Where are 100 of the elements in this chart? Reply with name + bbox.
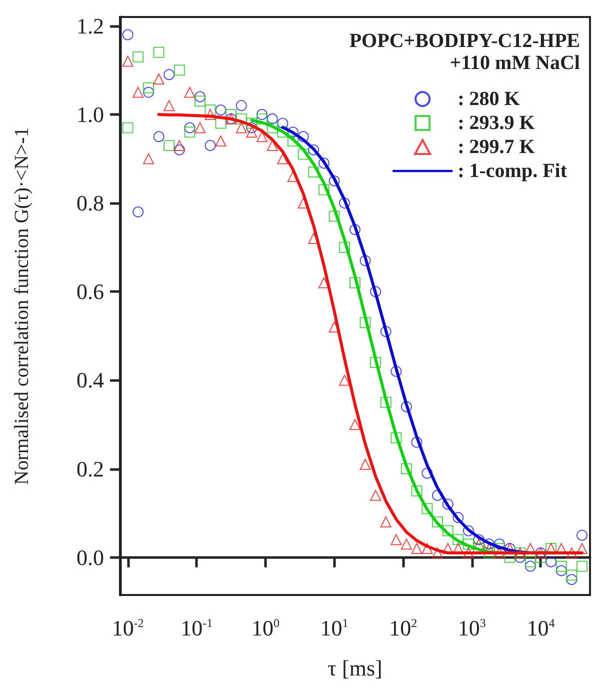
point bbox=[524, 556, 536, 568]
point bbox=[432, 547, 443, 558]
point bbox=[256, 113, 268, 124]
y-tick-label: 0.2 bbox=[76, 456, 104, 482]
point bbox=[174, 64, 185, 76]
point bbox=[400, 463, 412, 474]
point bbox=[246, 126, 258, 138]
point bbox=[318, 158, 330, 169]
point bbox=[174, 144, 185, 156]
point bbox=[287, 126, 298, 138]
y-tick-label: 0.6 bbox=[76, 279, 104, 304]
point bbox=[236, 113, 247, 124]
point bbox=[380, 326, 392, 337]
point bbox=[360, 458, 371, 470]
point bbox=[339, 198, 350, 209]
point bbox=[132, 51, 144, 62]
point bbox=[122, 29, 134, 40]
point bbox=[298, 131, 309, 142]
point bbox=[380, 516, 392, 528]
x-axis-title: τ [ms] bbox=[328, 656, 382, 680]
point bbox=[422, 503, 433, 514]
point bbox=[164, 140, 175, 151]
point bbox=[204, 104, 216, 116]
point bbox=[215, 104, 226, 116]
point bbox=[360, 317, 371, 328]
point bbox=[164, 100, 175, 112]
point bbox=[390, 432, 402, 444]
point bbox=[184, 126, 196, 138]
point bbox=[452, 534, 464, 546]
point bbox=[164, 69, 175, 80]
point bbox=[370, 286, 382, 298]
point bbox=[411, 485, 422, 496]
point bbox=[298, 148, 309, 160]
point bbox=[432, 516, 443, 528]
point bbox=[318, 184, 330, 196]
point bbox=[339, 374, 350, 386]
point bbox=[266, 140, 278, 151]
point bbox=[349, 224, 360, 236]
point bbox=[184, 86, 196, 98]
point bbox=[473, 534, 484, 546]
point bbox=[494, 547, 505, 558]
point bbox=[308, 144, 320, 156]
point bbox=[370, 356, 382, 368]
point bbox=[256, 108, 268, 120]
point bbox=[556, 560, 567, 572]
point bbox=[184, 122, 196, 134]
point bbox=[494, 538, 505, 550]
point bbox=[256, 131, 268, 142]
point bbox=[266, 113, 278, 124]
point bbox=[556, 565, 567, 576]
point bbox=[246, 122, 258, 134]
point bbox=[411, 436, 422, 448]
y-tick-label: 1.2 bbox=[76, 13, 104, 38]
point bbox=[153, 46, 164, 58]
point bbox=[442, 498, 454, 510]
point bbox=[462, 547, 474, 558]
point bbox=[576, 530, 588, 541]
legend-label: : 1-comp. Fit bbox=[458, 160, 568, 182]
point bbox=[143, 82, 154, 94]
y-tick-label: 0.4 bbox=[76, 368, 104, 393]
point bbox=[122, 122, 134, 134]
point bbox=[422, 468, 433, 479]
point bbox=[143, 153, 154, 164]
point bbox=[411, 542, 422, 554]
point bbox=[215, 136, 226, 147]
point bbox=[328, 175, 340, 186]
point bbox=[400, 401, 412, 412]
point bbox=[204, 108, 216, 120]
point bbox=[132, 86, 144, 98]
point bbox=[287, 136, 298, 147]
point bbox=[576, 560, 588, 572]
point bbox=[390, 366, 402, 377]
point bbox=[318, 277, 330, 288]
point bbox=[566, 547, 578, 558]
point bbox=[442, 525, 454, 536]
y-tick-label: 0.8 bbox=[76, 190, 104, 216]
point bbox=[422, 542, 433, 554]
point bbox=[277, 126, 288, 138]
point bbox=[194, 122, 206, 134]
point bbox=[390, 534, 402, 546]
point bbox=[349, 277, 360, 288]
point bbox=[380, 396, 392, 408]
point bbox=[339, 242, 350, 253]
point bbox=[266, 122, 278, 134]
point bbox=[308, 166, 320, 178]
point bbox=[194, 96, 206, 107]
point bbox=[370, 490, 382, 501]
y-tick-label: 0.0 bbox=[76, 544, 104, 570]
point bbox=[153, 131, 164, 142]
point bbox=[484, 538, 495, 550]
point bbox=[143, 86, 154, 98]
point bbox=[546, 556, 557, 568]
point bbox=[566, 574, 578, 585]
point bbox=[462, 538, 474, 550]
point bbox=[462, 525, 474, 536]
legend-title: POPC+BODIPY-C12-HPE +110 mM NaCl bbox=[349, 30, 580, 74]
point bbox=[204, 140, 216, 151]
y-tick-label: 1.0 bbox=[76, 102, 104, 127]
point bbox=[277, 153, 288, 164]
point bbox=[400, 538, 412, 550]
